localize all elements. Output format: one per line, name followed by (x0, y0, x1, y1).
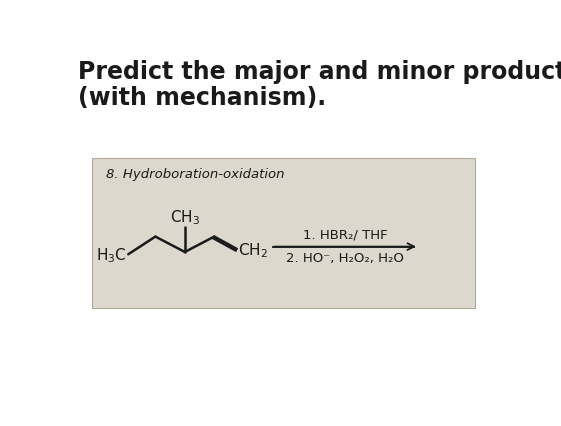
Text: $\mathregular{H_3C}$: $\mathregular{H_3C}$ (96, 246, 127, 265)
Text: $\mathregular{CH_3}$: $\mathregular{CH_3}$ (170, 207, 200, 226)
Text: Predict the major and minor product: Predict the major and minor product (78, 60, 561, 84)
FancyBboxPatch shape (92, 158, 476, 308)
Text: $\mathregular{CH_2}$: $\mathregular{CH_2}$ (238, 241, 268, 259)
Text: 8. Hydroboration-oxidation: 8. Hydroboration-oxidation (106, 168, 284, 181)
Text: 1. HBR₂/ THF: 1. HBR₂/ THF (303, 228, 388, 241)
Text: (with mechanism).: (with mechanism). (78, 86, 326, 109)
Text: 2. HO⁻, H₂O₂, H₂O: 2. HO⁻, H₂O₂, H₂O (286, 252, 404, 265)
